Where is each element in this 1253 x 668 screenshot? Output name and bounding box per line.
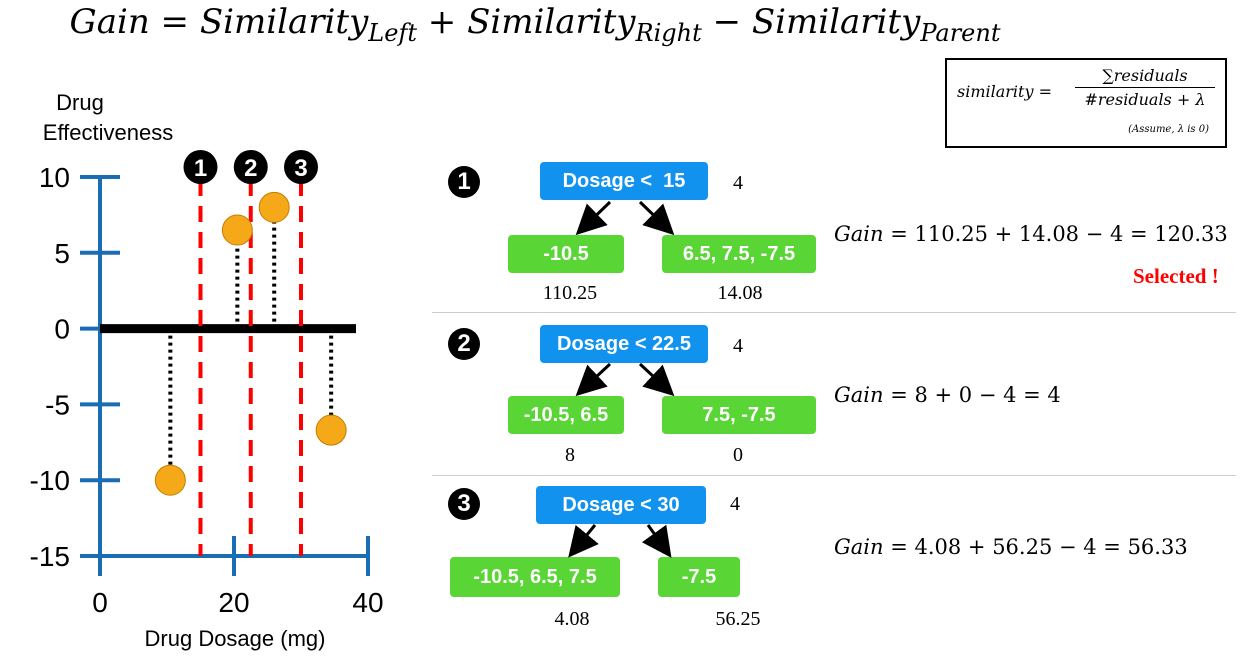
split-badge-label-1: 1 xyxy=(194,155,207,182)
y-axis-label-line1: Drug xyxy=(56,90,104,115)
y-tick-label: 10 xyxy=(39,162,70,193)
split-2-root-node: Dosage < 22.5 xyxy=(540,325,708,363)
split-3-root-node: Dosage < 30 xyxy=(536,486,706,524)
split-1-root-weight: 4 xyxy=(733,172,743,194)
left-subscript: Left xyxy=(368,18,417,47)
plus-sign: + xyxy=(427,2,457,42)
data-point xyxy=(258,191,290,223)
split-2-gain-expression: = 8 + 0 − 4 = 4 xyxy=(883,383,1061,407)
split-badge-3 xyxy=(284,150,318,184)
similarity-parent-term: Similarity xyxy=(751,2,921,42)
selected-label: Selected ! xyxy=(1133,264,1219,288)
data-point xyxy=(221,214,253,246)
similarity-left-term: Similarity xyxy=(199,2,369,42)
data-point xyxy=(154,464,186,496)
split-badge-label-3: 3 xyxy=(294,155,307,182)
split-3-left-arrow xyxy=(568,524,599,558)
split-2-gain: Gain = 8 + 0 − 4 = 4 xyxy=(834,383,1061,407)
split-1-right-leaf: 6.5, 7.5, -7.5 xyxy=(662,235,816,273)
split-3-badge: 3 xyxy=(448,488,480,520)
split-2-right-arrow xyxy=(638,362,675,397)
y-tick-label: 0 xyxy=(54,314,70,345)
dosage-chart: Drug Effectiveness Drug Dosage (mg) 1050… xyxy=(30,90,384,651)
split-2-left-leaf: -10.5, 6.5 xyxy=(508,396,624,434)
equals-sign: = xyxy=(160,2,190,42)
right-subscript: Right xyxy=(635,18,702,47)
x-tick-label: 0 xyxy=(92,587,108,618)
split-1-gain-expression: = 110.25 + 14.08 − 4 = 120.33 xyxy=(883,222,1228,246)
split-3-right-arrow xyxy=(641,524,672,558)
y-tick-label: -10 xyxy=(30,465,70,496)
split-3-root-weight: 4 xyxy=(730,493,740,515)
split-2-left-similarity: 8 xyxy=(565,444,575,466)
x-axis-label: Drug Dosage (mg) xyxy=(145,626,326,651)
split-2-left-arrow xyxy=(575,362,612,397)
parent-subscript: Parent xyxy=(920,18,1001,47)
split-3-gain: Gain = 4.08 + 56.25 − 4 = 56.33 xyxy=(834,535,1188,559)
split-3-gain-label: Gain xyxy=(834,535,884,559)
split-1-right-arrow xyxy=(638,200,675,236)
similarity-fraction: ∑residuals #residuals + λ xyxy=(1075,66,1215,109)
split-1-badge: 1 xyxy=(448,166,480,198)
split-3-left-similarity: 4.08 xyxy=(554,608,590,630)
split-3-right-similarity: 56.25 xyxy=(715,608,761,630)
split-2-gain-label: Gain xyxy=(834,383,884,407)
separator-2 xyxy=(432,475,1236,476)
similarity-formula-box: similarity = ∑residuals #residuals + λ (… xyxy=(945,58,1227,148)
split-1-left-similarity: 110.25 xyxy=(542,282,598,304)
lambda-note: (Assume, λ is 0) xyxy=(1128,124,1209,135)
split-1-left-leaf: -10.5 xyxy=(508,235,624,273)
split-badge-2 xyxy=(233,150,268,184)
similarity-denominator: #residuals + λ xyxy=(1084,90,1206,109)
separator-1 xyxy=(432,312,1236,313)
split-1-right-similarity: 14.08 xyxy=(717,282,763,304)
gain-formula: Gain = SimilarityLeft + SimilarityRight … xyxy=(0,2,1070,47)
split-2-root-weight: 4 xyxy=(733,335,743,357)
split-1-gain: Gain = 110.25 + 14.08 − 4 = 120.33 xyxy=(834,222,1228,246)
y-tick-label: -15 xyxy=(30,541,70,572)
split-3-right-leaf: -7.5 xyxy=(658,557,740,597)
x-tick-label: 20 xyxy=(218,587,249,618)
similarity-right-term: Similarity xyxy=(467,2,636,42)
split-1-gain-label: Gain xyxy=(834,222,884,246)
split-1-left-arrow xyxy=(575,200,612,236)
split-1-root-node: Dosage < 15 xyxy=(540,162,708,200)
split-2-right-similarity: 0 xyxy=(733,444,743,466)
split-2-badge: 2 xyxy=(448,328,480,360)
split-3-gain-expression: = 4.08 + 56.25 − 4 = 56.33 xyxy=(883,535,1188,559)
similarity-lhs: similarity = xyxy=(957,82,1052,101)
similarity-numerator: ∑residuals xyxy=(1075,66,1215,88)
x-tick-label: 40 xyxy=(352,587,383,618)
y-axis-label-line2: Effectiveness xyxy=(43,120,173,145)
split-badge-1 xyxy=(183,150,218,184)
y-tick-label: 5 xyxy=(54,238,70,269)
gain-term: Gain xyxy=(69,2,150,42)
minus-sign: − xyxy=(712,2,742,42)
data-point xyxy=(315,414,347,446)
split-2-right-leaf: 7.5, -7.5 xyxy=(662,396,816,434)
split-3-left-leaf: -10.5, 6.5, 7.5 xyxy=(450,557,620,597)
y-tick-label: -5 xyxy=(45,389,70,420)
split-badge-label-2: 2 xyxy=(244,155,257,182)
